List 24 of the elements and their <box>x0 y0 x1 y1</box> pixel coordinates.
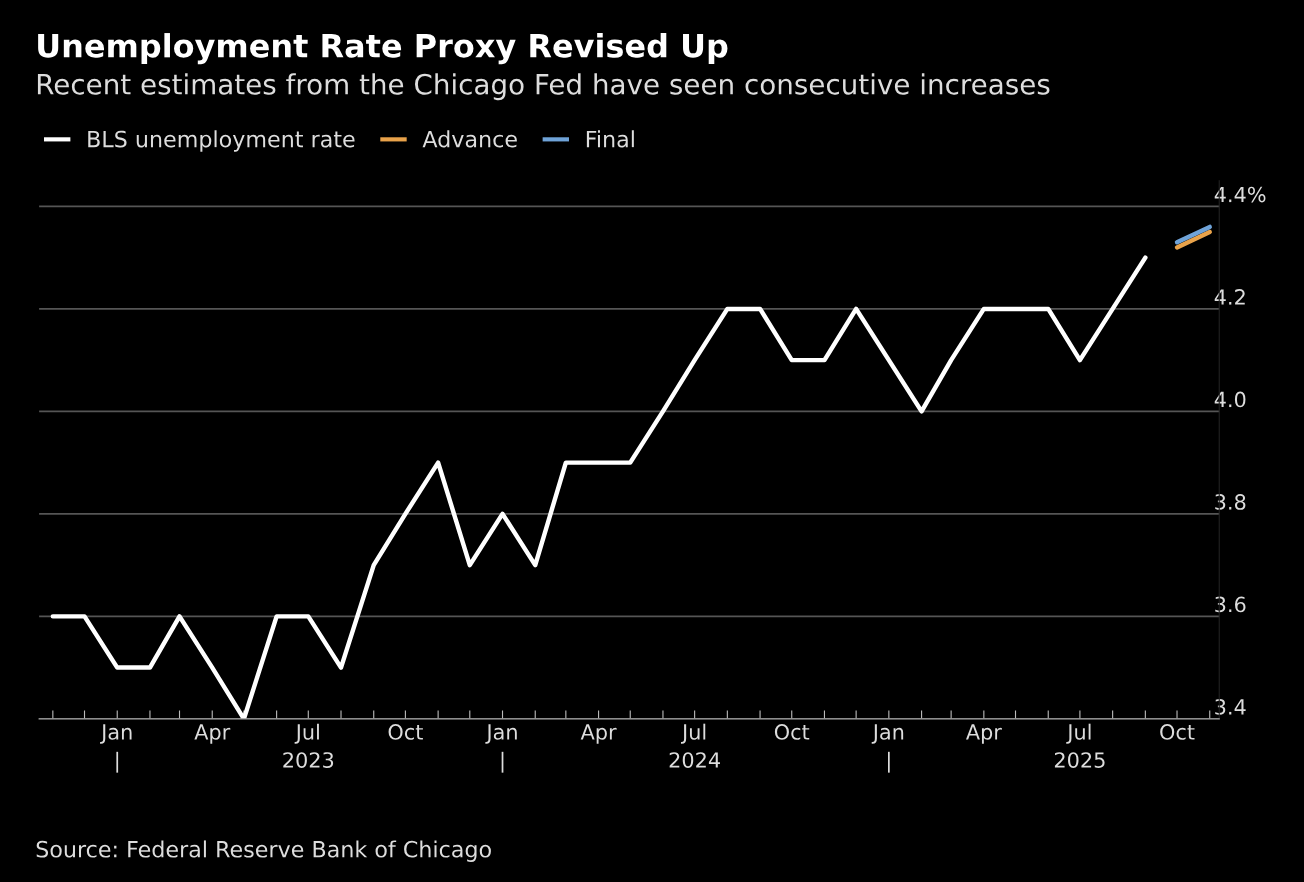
x-tick-label: Jul 2024 <box>669 723 720 768</box>
y-tick-label: 3.8 <box>1215 494 1246 510</box>
x-tick-label: Jul 2025 <box>1054 723 1105 768</box>
x-tick-label: Oct <box>388 724 423 740</box>
y-tick-label: 3.4 <box>1215 699 1246 715</box>
y-tick-label: 4.2 <box>1214 289 1245 305</box>
legend-label: Advance <box>422 130 517 148</box>
x-tick-label: Apr <box>194 724 231 744</box>
x-tick-label: Apr <box>965 724 1002 744</box>
y-tick-label: 4.0 <box>1214 391 1246 408</box>
x-tick-label: Apr <box>580 724 617 744</box>
x-tick-label: Oct <box>1160 724 1195 740</box>
y-tick-label: 3.6 <box>1215 596 1246 613</box>
chart-subtitle: Recent estimates from the Chicago Fed have seen consecutive increases <box>37 73 1050 101</box>
source-note: Source: Federal Reserve Bank of Chicago <box>36 840 491 862</box>
x-tick-label: Jan | <box>100 724 132 773</box>
legend-label: Final <box>586 130 634 148</box>
y-tick-label: 4.4% <box>1214 186 1266 203</box>
x-tick-label: Jan | <box>871 724 904 773</box>
x-tick-label: Jul 2023 <box>283 723 334 768</box>
chart-title: Unemployment Rate Proxy Revised Up <box>38 33 728 65</box>
x-tick-label: Oct <box>774 724 810 740</box>
legend-label: BLS unemployment rate <box>88 130 355 152</box>
x-tick-label: Jan | <box>485 724 517 773</box>
